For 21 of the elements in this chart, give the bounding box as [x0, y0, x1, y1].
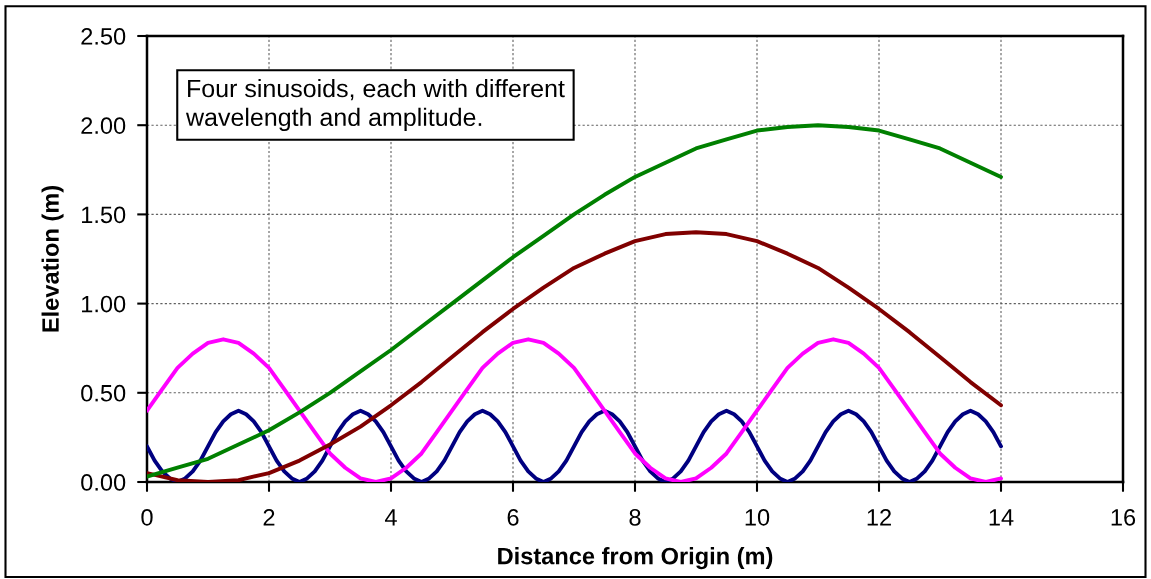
x-tick-label: 12	[867, 509, 891, 526]
x-tick-label: 8	[629, 509, 641, 526]
y-tick-label: 0.00	[81, 474, 126, 491]
annotation: Four sinusoids, each with different wavelength and amplitude.	[185, 79, 565, 132]
line-series	[147, 230, 1003, 482]
line-series	[147, 408, 1003, 482]
y-axis-title: Elevation (m)	[41, 186, 64, 332]
x-tick-label: 16	[1111, 509, 1136, 526]
x-tick-label: 6	[507, 509, 519, 526]
y-tick-label: 1.50	[82, 206, 126, 224]
y-tick-label: 1.00	[82, 295, 126, 313]
x-tick-label: 4	[384, 509, 397, 526]
x-axis-title: Distance from Origin (m)	[498, 547, 773, 570]
x-tick-label: 2	[263, 509, 275, 526]
x-tick-label: 10	[745, 509, 770, 526]
x-tick-label: 0	[141, 509, 153, 526]
x-tick-label: 14	[989, 509, 1014, 526]
y-tick-label: 0.50	[81, 384, 126, 402]
line-series	[147, 337, 1003, 482]
y-tick-label: 2.50	[81, 28, 126, 45]
y-tick-label: 2.00	[81, 117, 126, 134]
